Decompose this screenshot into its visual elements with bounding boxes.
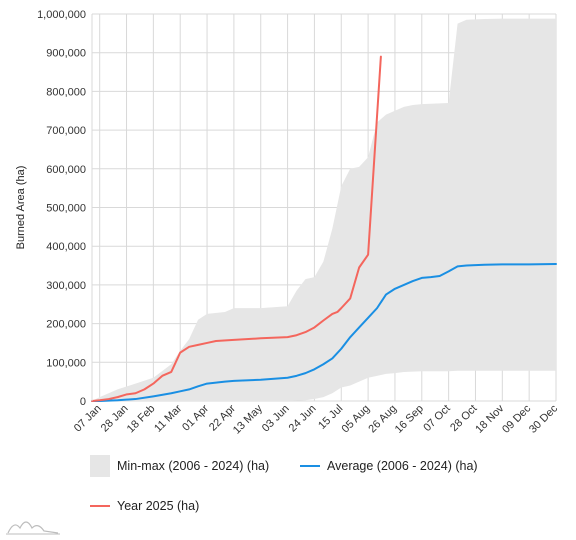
series-lines (91, 55, 557, 402)
legend-item[interactable]: Year 2025 (ha) (90, 499, 199, 513)
x-tick-label: 24 Jun (287, 403, 319, 435)
x-tick-label: 30 Dec (527, 402, 560, 435)
legend-swatch (90, 455, 110, 477)
x-tick-label: 01 Apr (180, 402, 211, 433)
x-tick-label: 18 Feb (125, 403, 158, 436)
x-tick-label: 03 Jun (260, 403, 292, 435)
min-max-band (92, 18, 556, 401)
logo-icon (6, 521, 60, 535)
x-tick-label: 18 Nov (473, 402, 506, 435)
y-tick-label: 200,000 (46, 319, 86, 331)
min-max-area (92, 18, 556, 401)
y-tick-label: 300,000 (46, 280, 86, 292)
x-tick-label: 09 Dec (500, 402, 533, 435)
y-tick-label: 0 (80, 396, 86, 408)
y-tick-label: 100,000 (46, 357, 86, 369)
y-tick-label: 900,000 (46, 48, 86, 60)
legend-item[interactable]: Min-max (2006 - 2024) (ha) (90, 455, 269, 477)
x-tick-label: 07 Oct (421, 403, 452, 434)
average-line (91, 263, 557, 402)
y-tick-label: 1,000,000 (37, 9, 86, 21)
y-tick-label: 800,000 (46, 86, 86, 98)
legend-label: Min-max (2006 - 2024) (ha) (117, 459, 269, 473)
x-tick-label: 05 Aug (340, 403, 373, 436)
legend-label: Average (2006 - 2024) (ha) (327, 459, 478, 473)
legend[interactable]: Min-max (2006 - 2024) (ha) Average (2006 … (90, 455, 478, 513)
legend-label: Year 2025 (ha) (117, 499, 199, 513)
x-tick-label: 07 Jan (72, 403, 104, 435)
x-tick-label: 11 Mar (152, 402, 184, 434)
year-2025-line (91, 55, 382, 402)
y-tick-label: 700,000 (46, 125, 86, 137)
x-tick-label: 26 Aug (366, 403, 399, 436)
y-tick-label: 600,000 (46, 164, 86, 176)
x-tick-label: 13 May (231, 402, 265, 436)
logo-mark (7, 521, 59, 534)
y-tick-label: 400,000 (46, 241, 86, 253)
y-tick-label: 500,000 (46, 203, 86, 215)
y-axis-label: Burned Area (ha) (15, 166, 27, 250)
x-tick-label: 28 Jan (99, 403, 131, 435)
legend-item[interactable]: Average (2006 - 2024) (ha) (300, 459, 478, 473)
x-tick-label: 16 Sep (393, 403, 426, 436)
